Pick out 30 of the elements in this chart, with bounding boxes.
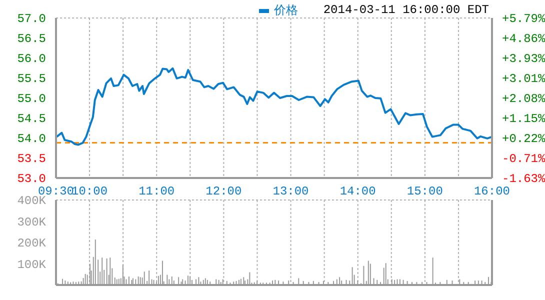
y2-tick-label: +3.01% — [502, 72, 545, 86]
legend-label: 价格 — [273, 3, 298, 19]
y-tick-label: 200K — [17, 236, 47, 250]
x-tick-label: 14:00 — [340, 184, 376, 199]
x-tick-label: 12:00 — [206, 184, 242, 199]
y2-tick-label: -1.63% — [502, 172, 545, 186]
x-tick-label: 16:00 — [474, 184, 510, 199]
y2-tick-label: +1.15% — [502, 112, 545, 126]
x-tick-label: 10:00 — [72, 184, 108, 199]
y2-tick-label: +5.79% — [502, 12, 545, 26]
x-tick-label: 13:00 — [272, 184, 309, 199]
y2-tick-label: +4.86% — [502, 32, 545, 46]
x-tick-label: 11:00 — [138, 184, 175, 199]
y-tick-label: 300K — [17, 215, 47, 230]
y-tick-label: 55.0 — [17, 92, 46, 106]
x-tick-label: 15:00 — [406, 184, 443, 199]
y2-tick-label: +2.08% — [502, 92, 545, 106]
y-tick-label: 100K — [17, 258, 47, 272]
y-tick-label: 54.5 — [17, 112, 46, 126]
y-tick-label: 53.5 — [17, 152, 46, 166]
y-tick-label: 54.0 — [17, 132, 46, 146]
y2-tick-label: +3.93% — [502, 52, 545, 66]
y-tick-label: 53.0 — [17, 172, 46, 186]
y-tick-label: 55.5 — [17, 72, 46, 86]
y-tick-label: 56.0 — [17, 52, 46, 66]
text: 2014-03-11 16:00:00 EDT — [323, 3, 489, 17]
y2-tick-label: -0.71% — [502, 152, 545, 166]
y-tick-label: 57.0 — [17, 12, 46, 26]
y2-tick-label: +0.22% — [502, 132, 545, 146]
y-tick-label: 56.5 — [17, 32, 46, 46]
